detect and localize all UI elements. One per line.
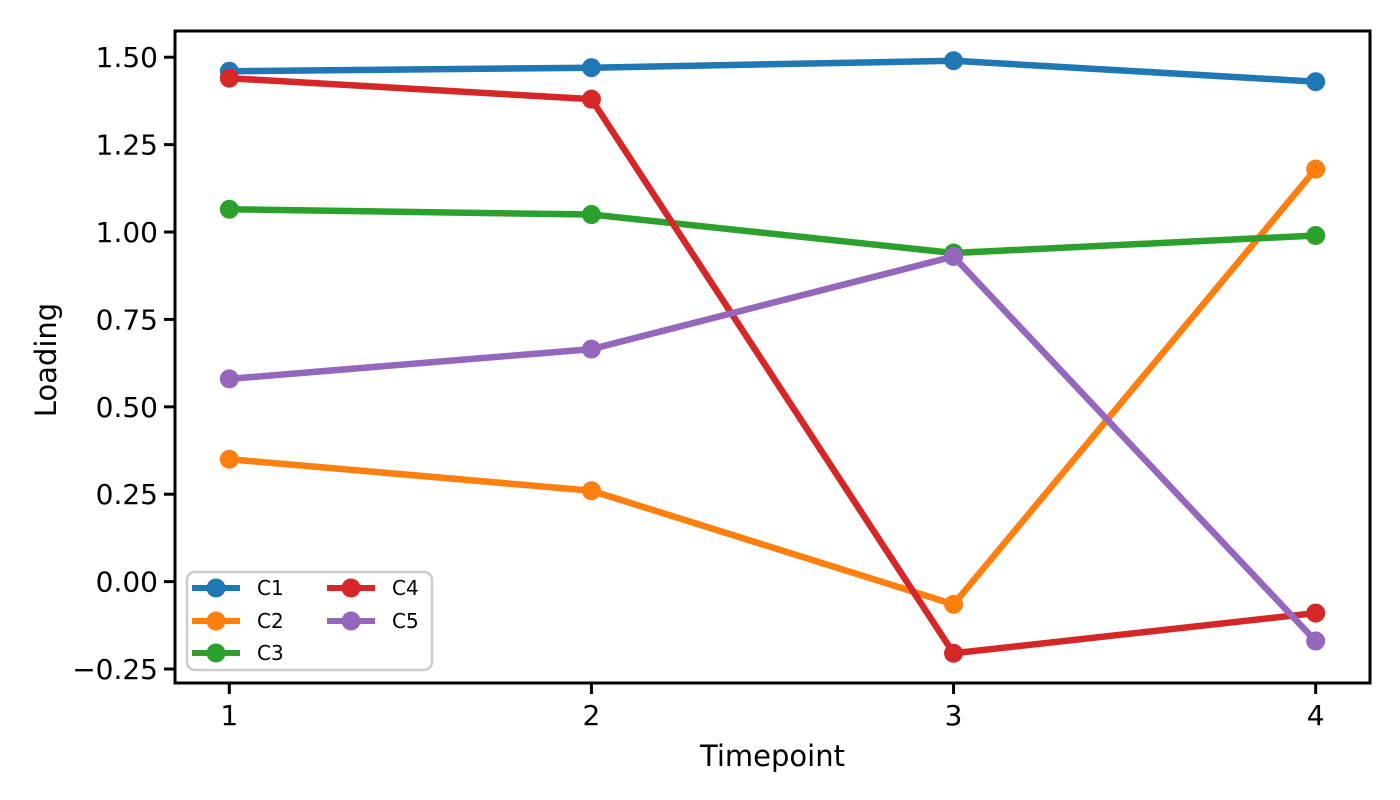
series-C2-marker <box>944 594 964 614</box>
x-axis-label: Timepoint <box>699 739 845 773</box>
series-C1-marker <box>581 58 601 78</box>
y-tick-label: 0.25 <box>96 478 158 511</box>
legend-marker-C2 <box>206 611 226 631</box>
series-C5-line <box>226 253 1319 645</box>
y-tick-label: 0.75 <box>96 303 158 336</box>
series-C4-marker <box>944 643 964 663</box>
series-C1-marker <box>944 51 964 71</box>
series-C4-marker <box>1306 603 1326 623</box>
series-C5-marker <box>944 246 964 266</box>
plot-border <box>173 29 1372 685</box>
y-tick-label: −0.25 <box>72 653 158 686</box>
series-C3-marker <box>581 205 601 225</box>
x-tick-label: 3 <box>945 699 963 732</box>
series-C4-line <box>226 74 1319 657</box>
series-C3-marker <box>219 199 239 219</box>
series-C5-marker <box>219 369 239 389</box>
legend-label-C4: C4 <box>392 576 419 600</box>
y-tick-label: 1.50 <box>96 41 158 74</box>
series-C1-line <box>226 57 1319 85</box>
y-tick-label: 0.50 <box>96 391 158 424</box>
legend-marker-C5 <box>341 611 361 631</box>
series-C4-marker <box>581 89 601 109</box>
y-tick-label: 0.00 <box>96 566 158 599</box>
series-C5-marker <box>581 339 601 359</box>
legend: C1 C2 C3 C4 C5 <box>185 570 434 672</box>
series-C5-marker <box>1306 631 1326 651</box>
legend-label-C3: C3 <box>257 641 284 665</box>
series-C4-marker <box>219 68 239 88</box>
legend-marker-C3 <box>206 643 226 663</box>
series-C3-marker <box>1306 226 1326 246</box>
series-C2-line <box>226 165 1319 608</box>
y-tick-label: 1.00 <box>96 216 158 249</box>
x-tick-label: 1 <box>220 699 238 732</box>
series-C3-line <box>226 206 1319 257</box>
series-C2-marker <box>1306 159 1326 179</box>
series-C2-marker <box>219 449 239 469</box>
legend-box <box>185 570 434 672</box>
series-C2-marker <box>581 481 601 501</box>
legend-marker-C1 <box>206 578 226 598</box>
legend-label-C2: C2 <box>257 609 284 633</box>
legend-marker-C4 <box>341 578 361 598</box>
x-tick-label: 2 <box>583 699 601 732</box>
y-tick-label: 1.25 <box>96 129 158 162</box>
x-tick-label: 4 <box>1307 699 1325 732</box>
legend-label-C5: C5 <box>392 609 419 633</box>
y-axis-label: Loading <box>29 303 63 417</box>
legend-label-C1: C1 <box>257 576 284 600</box>
series-C1-marker <box>1306 72 1326 92</box>
